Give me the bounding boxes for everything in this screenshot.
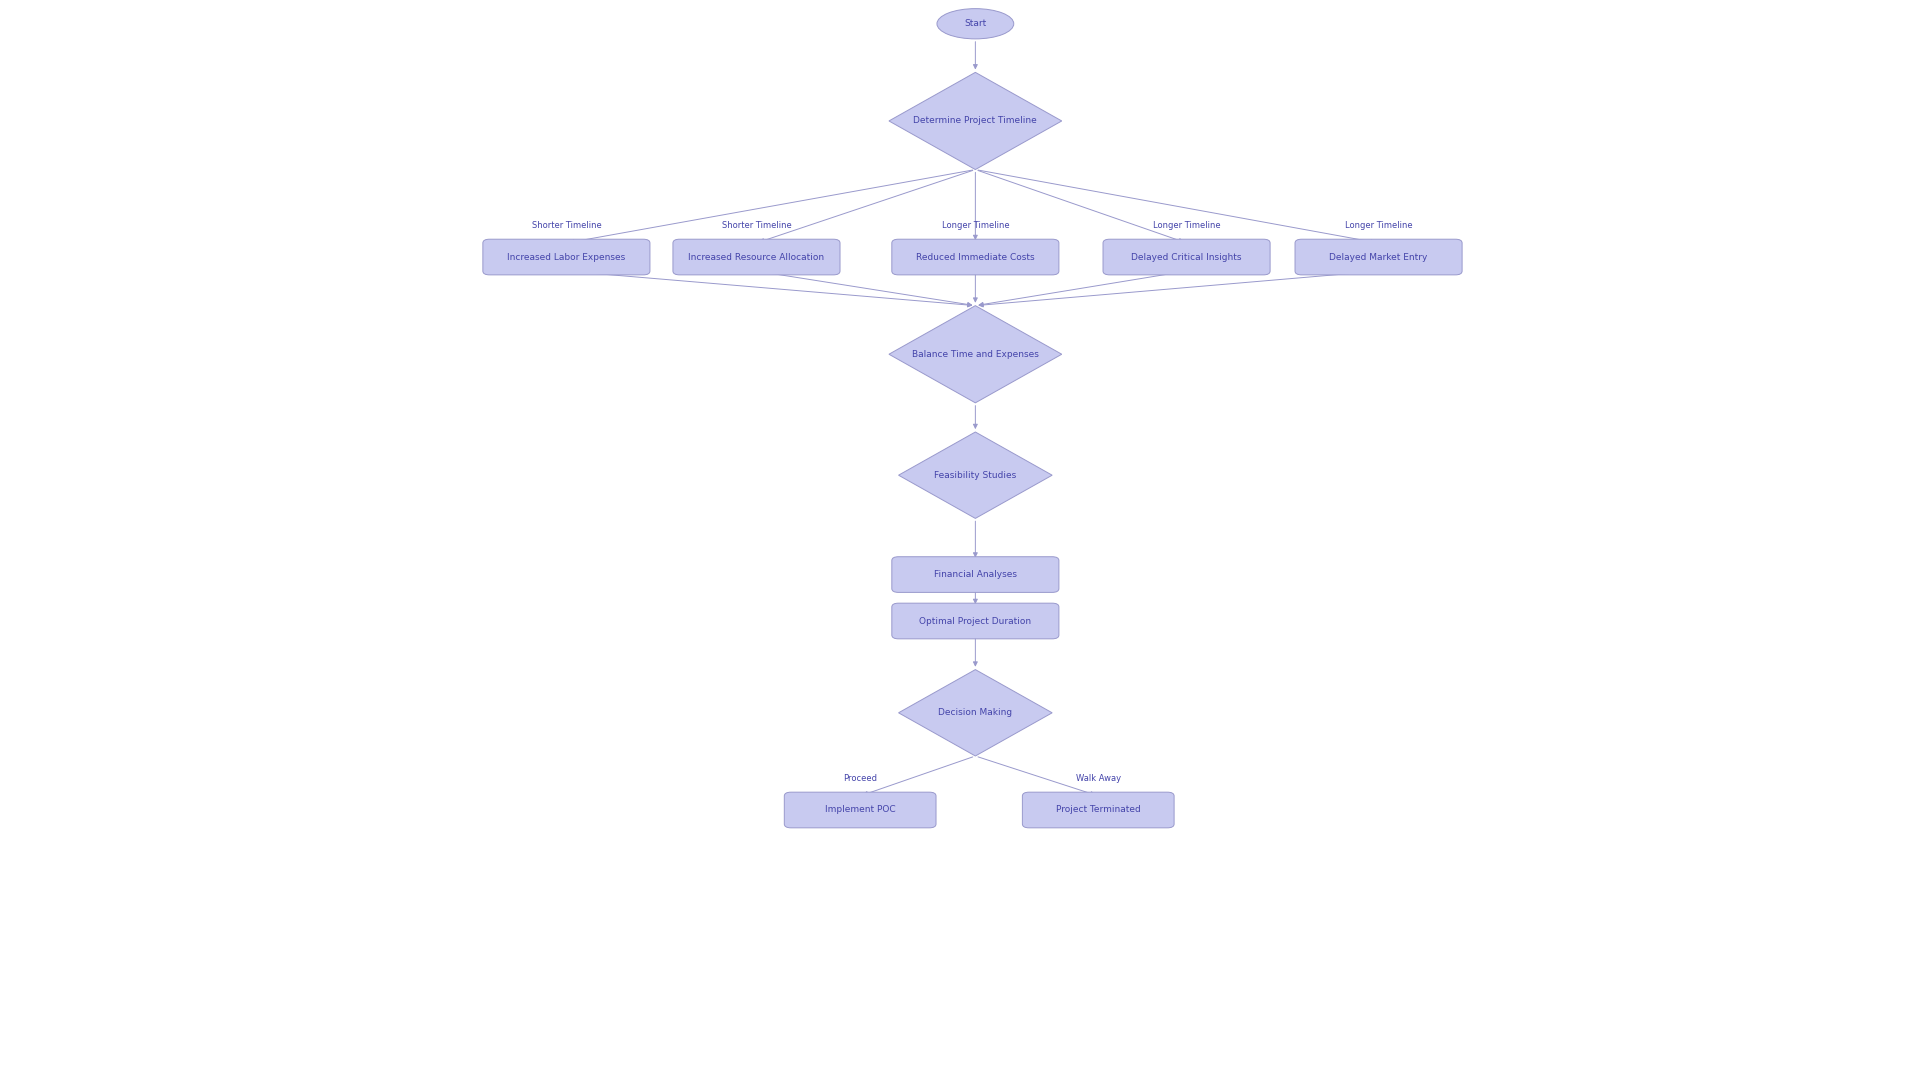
FancyBboxPatch shape: [891, 239, 1060, 275]
Text: Delayed Critical Insights: Delayed Critical Insights: [1131, 253, 1242, 261]
Text: Implement POC: Implement POC: [826, 806, 895, 814]
FancyBboxPatch shape: [482, 239, 651, 275]
Text: Financial Analyses: Financial Analyses: [933, 570, 1018, 579]
Text: Balance Time and Expenses: Balance Time and Expenses: [912, 350, 1039, 359]
FancyBboxPatch shape: [891, 603, 1060, 639]
Text: Longer Timeline: Longer Timeline: [941, 221, 1010, 230]
FancyBboxPatch shape: [672, 239, 841, 275]
Text: Proceed: Proceed: [843, 774, 877, 783]
Polygon shape: [889, 72, 1062, 170]
Text: Project Terminated: Project Terminated: [1056, 806, 1140, 814]
Text: Increased Labor Expenses: Increased Labor Expenses: [507, 253, 626, 261]
FancyBboxPatch shape: [783, 792, 937, 828]
FancyBboxPatch shape: [1021, 792, 1175, 828]
Text: Determine Project Timeline: Determine Project Timeline: [914, 117, 1037, 125]
FancyBboxPatch shape: [1294, 239, 1463, 275]
FancyBboxPatch shape: [1102, 239, 1271, 275]
Text: Start: Start: [964, 19, 987, 28]
Text: Delayed Market Entry: Delayed Market Entry: [1329, 253, 1428, 261]
Text: Increased Resource Allocation: Increased Resource Allocation: [689, 253, 824, 261]
Text: Shorter Timeline: Shorter Timeline: [722, 221, 791, 230]
Polygon shape: [899, 432, 1052, 518]
Polygon shape: [899, 670, 1052, 756]
Text: Walk Away: Walk Away: [1075, 774, 1121, 783]
Text: Feasibility Studies: Feasibility Studies: [935, 471, 1016, 480]
Text: Longer Timeline: Longer Timeline: [1152, 221, 1221, 230]
Text: Reduced Immediate Costs: Reduced Immediate Costs: [916, 253, 1035, 261]
Text: Decision Making: Decision Making: [939, 708, 1012, 717]
Text: Shorter Timeline: Shorter Timeline: [532, 221, 601, 230]
Ellipse shape: [937, 9, 1014, 39]
Text: Optimal Project Duration: Optimal Project Duration: [920, 617, 1031, 625]
Polygon shape: [889, 306, 1062, 403]
Text: Longer Timeline: Longer Timeline: [1344, 221, 1413, 230]
FancyBboxPatch shape: [891, 556, 1060, 593]
